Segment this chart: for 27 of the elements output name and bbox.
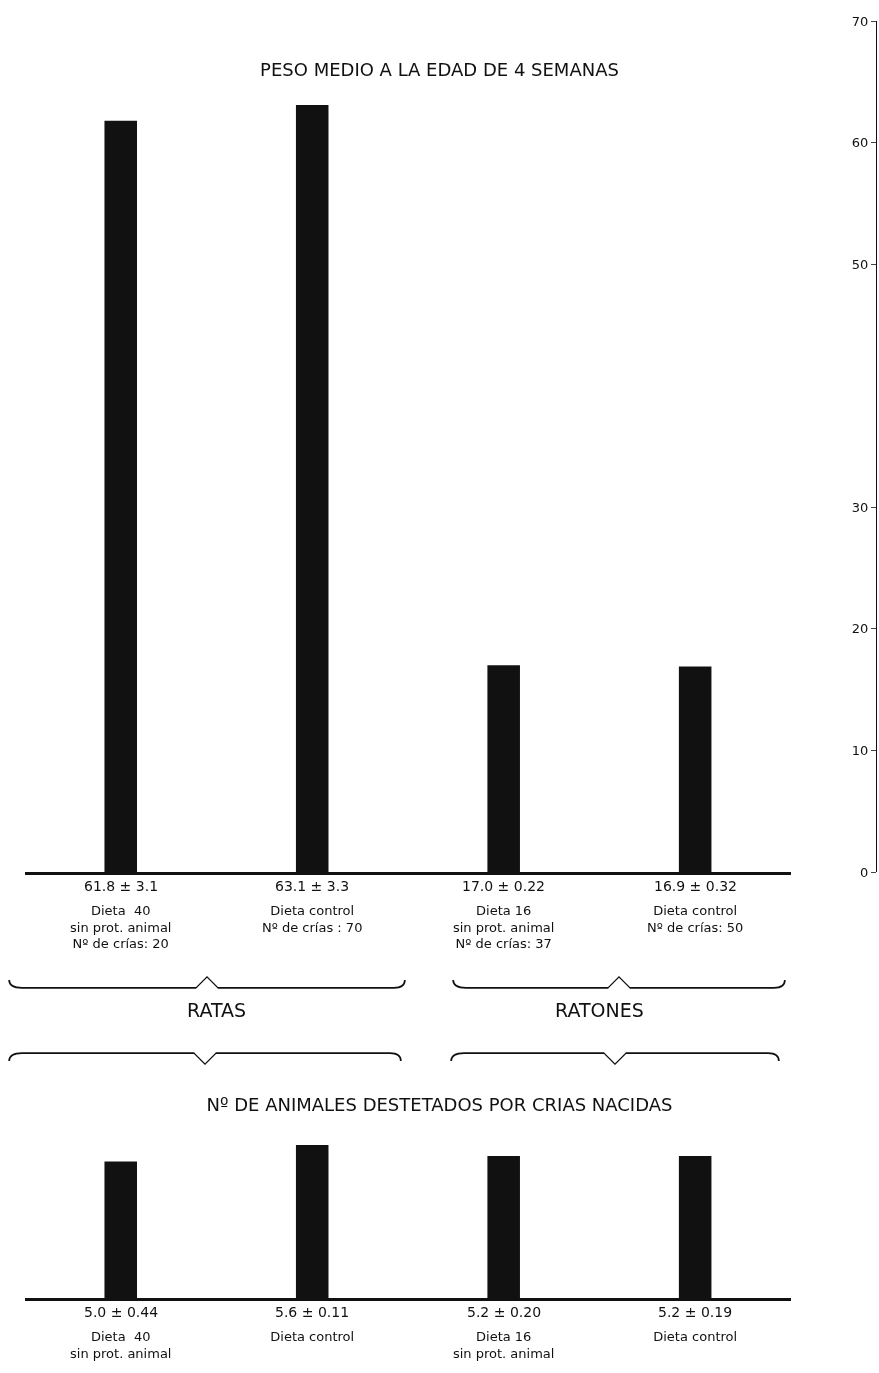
y-tick-label: 30 [851, 499, 869, 515]
text: PESO MEDIO A LA EDAD DE 4 SEMANAS [260, 59, 619, 81]
x-tick-label: Dieta 40 sin prot. animal [70, 1328, 172, 1361]
y-tick-label: 10 [851, 742, 869, 758]
data-label: 5.2 ± 0.20 [467, 1304, 542, 1320]
chart-title: Nº DE ANIMALES DESTETADOS POR CRIAS NACIDAS [206, 1094, 673, 1116]
x-tick-label: Dieta control Nº de crías : 70 [262, 902, 363, 935]
y-tick-label: 0 [860, 864, 869, 880]
x-tick-label: Dieta control Nº de crías: 50 [647, 902, 744, 935]
data-label: 16.9 ± 0.32 [654, 878, 737, 894]
x-tick-label: Dieta 40 sin prot. animal Nº de crías: 20 [70, 902, 172, 952]
x-tick-label: Dieta 16 sin prot. animal [452, 1328, 555, 1361]
text: RATONES [555, 999, 644, 1021]
x-tick-label: Dieta control [653, 1328, 738, 1344]
y-tick-label: 20 [851, 621, 869, 637]
data-label: 61.8 ± 3.1 [84, 878, 159, 894]
x-tick-label: Dieta 16 sin prot. animal Nº de crías: 37 [452, 902, 555, 952]
y-tick-label: 60 [851, 135, 869, 151]
text: RATAS [187, 999, 247, 1021]
data-label: 5.0 ± 0.44 [84, 1304, 159, 1320]
data-label: 5.2 ± 0.19 [658, 1304, 733, 1320]
data-label: 17.0 ± 0.22 [462, 878, 545, 894]
x-tick-label: Dieta control [270, 1328, 355, 1344]
data-label: 63.1 ± 3.3 [275, 878, 350, 894]
y-tick-label: 50 [851, 256, 869, 272]
y-tick-label: 70 [851, 13, 869, 29]
data-label: 5.6 ± 0.11 [275, 1304, 350, 1320]
